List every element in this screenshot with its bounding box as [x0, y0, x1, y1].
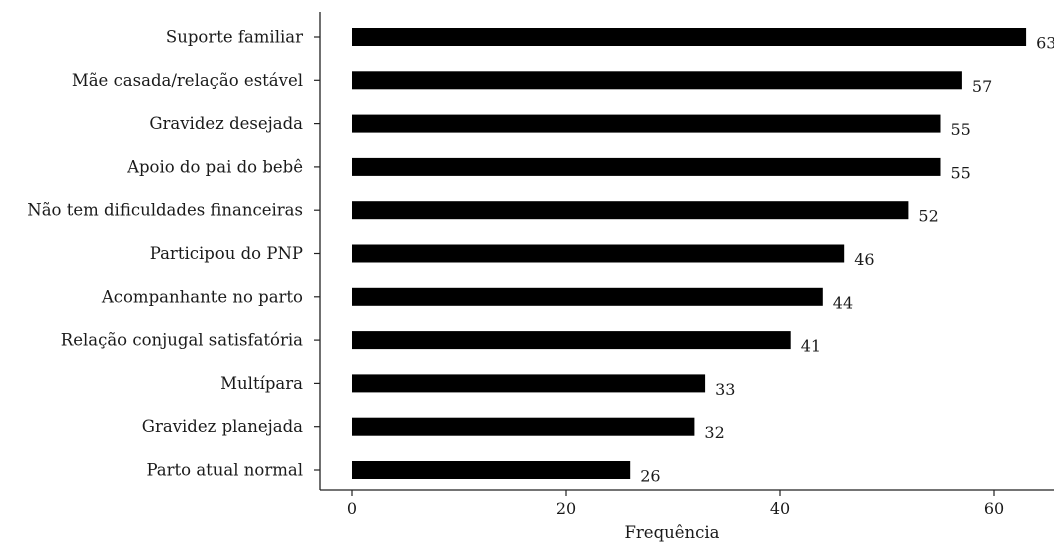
bar-suporte-familiar	[352, 28, 1027, 46]
x-axis-title: Frequência	[624, 523, 719, 542]
category-label-mae-casada-relacao-estavel: Mãe casada/relação estável	[72, 71, 303, 90]
value-label-participou-do-pnp: 46	[854, 250, 874, 269]
value-label-multipara: 33	[715, 380, 735, 399]
category-label-apoio-do-pai-do-bebe: Apoio do pai do bebê	[126, 157, 303, 176]
bar-gravidez-planejada	[352, 417, 695, 436]
value-label-acompanhante-no-parto: 44	[833, 293, 853, 312]
y-axis-ticks	[314, 36, 320, 471]
bars	[352, 28, 1027, 479]
x-tick-label-20: 20	[556, 499, 576, 518]
value-label-suporte-familiar: 63	[1036, 34, 1054, 53]
category-label-gravidez-planejada: Gravidez planejada	[142, 417, 303, 436]
x-tick-label-40: 40	[770, 499, 790, 518]
value-label-gravidez-desejada: 55	[951, 120, 971, 139]
x-axis-ticks: 0 20 40 60	[347, 490, 1004, 518]
category-label-gravidez-desejada: Gravidez desejada	[149, 114, 303, 133]
bar-gravidez-desejada	[352, 114, 941, 133]
value-label-nao-tem-dificuldades-financeiras: 52	[918, 207, 938, 226]
bar-participou-do-pnp	[352, 244, 845, 263]
category-label-suporte-familiar: Suporte familiar	[166, 28, 303, 47]
bar-relacao-conjugal-satisfatoria	[352, 331, 791, 350]
category-label-participou-do-pnp: Participou do PNP	[150, 244, 303, 263]
category-label-acompanhante-no-parto: Acompanhante no parto	[101, 287, 303, 306]
bar-multipara	[352, 374, 706, 393]
bar-acompanhante-no-parto	[352, 287, 823, 306]
category-labels: Suporte familiar Mãe casada/relação estáv…	[27, 28, 303, 480]
value-label-mae-casada-relacao-estavel: 57	[972, 77, 992, 96]
category-label-multipara: Multípara	[220, 374, 303, 393]
bar-mae-casada-relacao-estavel	[352, 71, 962, 90]
bar-nao-tem-dificuldades-financeiras	[352, 201, 909, 220]
bar-parto-atual-normal	[352, 461, 631, 479]
category-label-relacao-conjugal-satisfatoria: Relação conjugal satisfatória	[61, 331, 303, 350]
category-label-parto-atual-normal: Parto atual normal	[146, 461, 303, 480]
x-tick-label-0: 0	[347, 499, 357, 518]
value-label-parto-atual-normal: 26	[640, 467, 660, 486]
value-label-apoio-do-pai-do-bebe: 55	[951, 163, 971, 182]
value-labels: 63 57 55 55 52 46 44 41 33 32 26	[640, 34, 1054, 486]
value-label-relacao-conjugal-satisfatoria: 41	[801, 337, 821, 356]
category-label-nao-tem-dificuldades-financeiras: Não tem dificuldades financeiras	[27, 201, 303, 220]
x-tick-label-60: 60	[984, 499, 1004, 518]
value-label-gravidez-planejada: 32	[704, 423, 724, 442]
bar-apoio-do-pai-do-bebe	[352, 157, 941, 176]
